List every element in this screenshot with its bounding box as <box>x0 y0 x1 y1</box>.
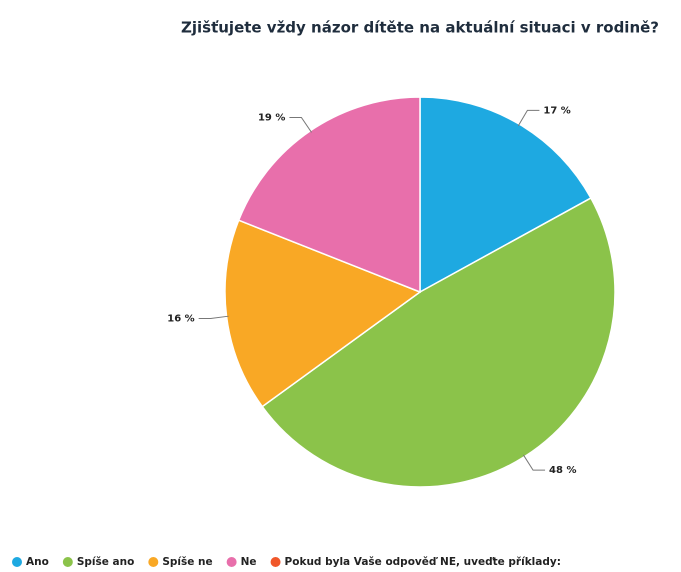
legend-marker <box>270 557 281 567</box>
data-label: 17 % <box>543 105 570 116</box>
leader-line <box>198 315 229 319</box>
legend-marker <box>226 557 237 567</box>
legend-marker <box>12 557 22 567</box>
data-label: 19 % <box>258 112 285 123</box>
legend-label: Ano <box>26 556 49 568</box>
legend-marker <box>62 557 73 567</box>
legend-label: Pokud byla Vaše odpověď NE, uveďte příkl… <box>285 556 561 568</box>
leader-line <box>522 454 546 471</box>
legend-label: Spíše ne <box>162 556 212 568</box>
data-label: 48 % <box>549 465 576 476</box>
legend-label: Spíše ano <box>77 556 134 568</box>
leader-line <box>289 116 312 133</box>
legend-label: Ne <box>241 556 257 568</box>
chart-title: Zjišťujete vždy názor dítěte na aktuální… <box>181 19 659 37</box>
data-label: 16 % <box>167 313 194 324</box>
legend-marker <box>148 557 159 567</box>
leader-line <box>517 109 540 127</box>
